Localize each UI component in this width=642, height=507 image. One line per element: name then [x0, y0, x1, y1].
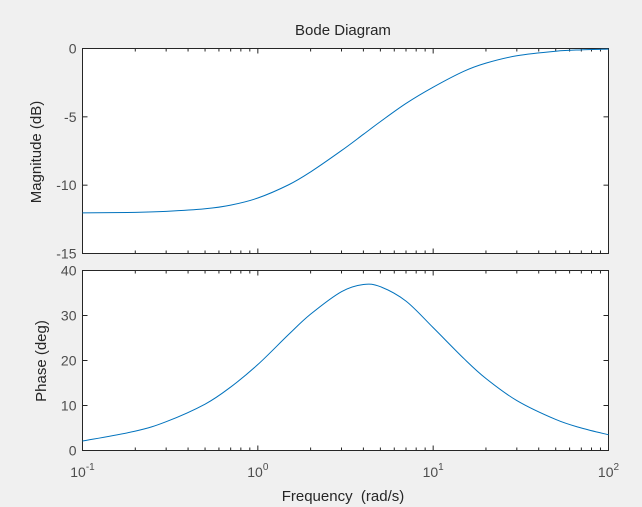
magnitude-panel: 0 -5 -10 -15 Magnitude (dB)	[28, 41, 609, 262]
x-axis-label: Frequency (rad/s)	[282, 488, 405, 505]
phase-ytick-label: 20	[61, 353, 77, 369]
x-tick-label: 100	[247, 462, 269, 480]
phase-ytick-label: 30	[61, 308, 77, 324]
x-tick-labels: 10-1 100 101 102	[70, 462, 619, 480]
magnitude-ticks: 0 -5 -10 -15	[56, 41, 609, 262]
phase-ytick-label: 0	[69, 443, 77, 459]
magnitude-curve	[82, 48, 609, 214]
magnitude-ytick-label: -15	[56, 246, 76, 262]
x-tick-label: 101	[423, 462, 445, 480]
magnitude-ytick-label: 0	[69, 41, 77, 57]
magnitude-axes	[82, 48, 609, 254]
phase-curve	[82, 283, 609, 442]
magnitude-ytick-label: -10	[56, 177, 76, 193]
phase-ticks: 40 30 20 10 0	[61, 263, 609, 459]
chart-title: Bode Diagram	[295, 22, 391, 39]
x-tick-label: 10-1	[70, 462, 95, 480]
magnitude-ylabel: Magnitude (dB)	[28, 101, 45, 204]
phase-ylabel: Phase (deg)	[33, 320, 50, 402]
x-tick-label: 102	[598, 462, 620, 480]
phase-panel: 40 30 20 10 0 Phase (deg)	[33, 263, 609, 459]
phase-ytick-label: 40	[61, 263, 77, 279]
magnitude-ytick-label: -5	[64, 109, 77, 125]
phase-ytick-label: 10	[61, 398, 77, 414]
